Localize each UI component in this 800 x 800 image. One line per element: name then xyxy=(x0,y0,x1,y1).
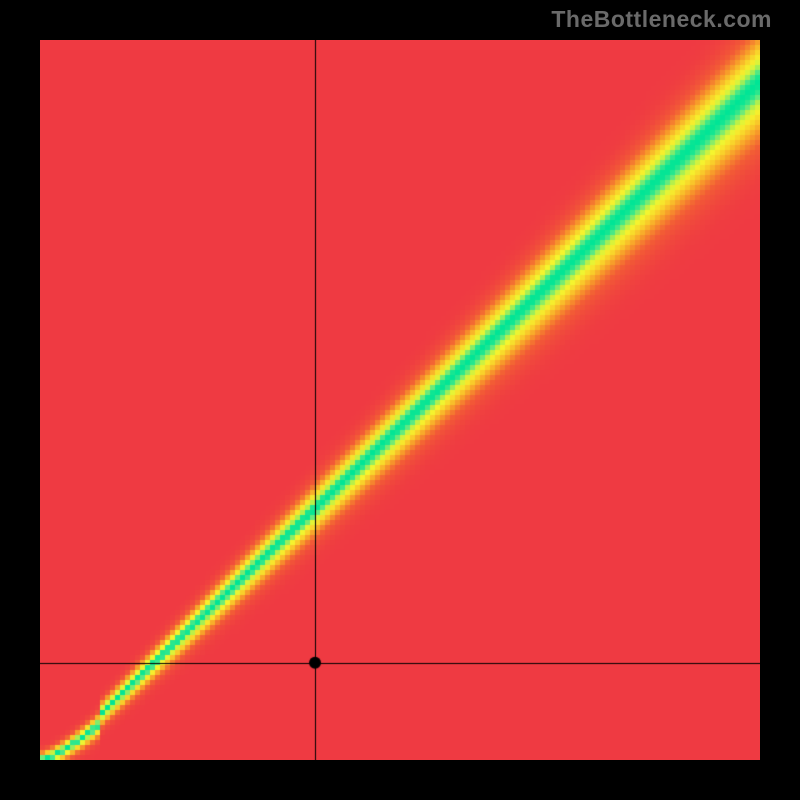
watermark-text: TheBottleneck.com xyxy=(551,6,772,33)
heatmap-canvas xyxy=(40,40,760,760)
plot-area xyxy=(40,40,760,760)
figure-root: TheBottleneck.com xyxy=(0,0,800,800)
